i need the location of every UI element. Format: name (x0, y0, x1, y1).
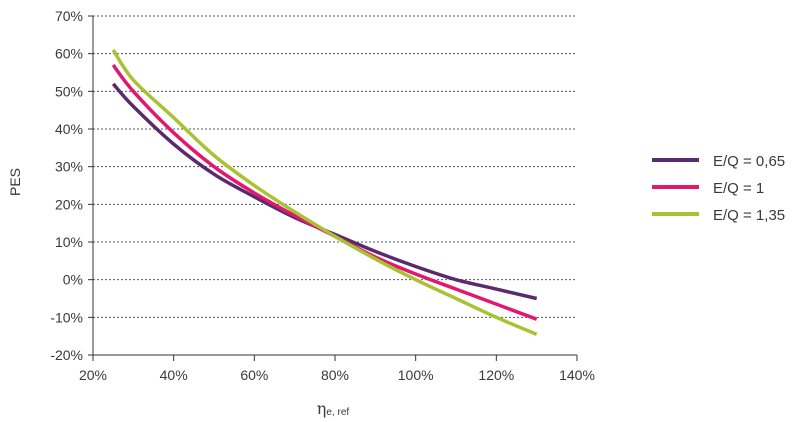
series-line-2 (111, 63, 538, 321)
series-lines (111, 48, 538, 336)
x-tick-label: 60% (240, 367, 268, 383)
grid-lines (93, 15, 577, 318)
x-tick-labels: 20% 40% 60% 80% 100% 120% 140% (79, 367, 595, 383)
y-tick-label: 10% (55, 234, 83, 250)
y-tick-label: 20% (55, 196, 83, 212)
x-tick-label: 100% (398, 367, 434, 383)
x-axis-title-sub: e, ref (326, 407, 349, 418)
series-line-1 (111, 82, 538, 301)
y-tick-label: 60% (55, 46, 83, 62)
x-tick-label: 120% (478, 367, 514, 383)
y-tick-label: 0% (63, 272, 83, 288)
legend: E/Q = 0,65 E/Q = 1 E/Q = 1,35 (652, 153, 785, 224)
legend-label-3: E/Q = 1,35 (713, 207, 785, 224)
x-tick-label: 20% (79, 367, 107, 383)
x-tick-label: 80% (321, 367, 349, 383)
x-tick-label: 140% (559, 367, 595, 383)
x-axis-title-main: η (317, 399, 327, 418)
x-tick-label: 40% (160, 367, 188, 383)
y-tick-label: 70% (55, 8, 83, 24)
legend-label-2: E/Q = 1 (713, 180, 764, 197)
legend-label-1: E/Q = 0,65 (713, 153, 785, 170)
series-line-3 (111, 48, 538, 336)
y-tick-label: -10% (50, 309, 83, 325)
y-tick-label: 40% (55, 121, 83, 137)
axes (88, 15, 578, 361)
x-axis-title: ηe, ref (317, 399, 350, 418)
y-tick-label: 50% (55, 83, 83, 99)
y-tick-labels: -20% -10% 0% 10% 20% 30% 40% 50% 60% 70% (50, 8, 83, 363)
y-axis-title: PES (7, 168, 23, 196)
y-tick-label: -20% (50, 347, 83, 363)
y-tick-label: 30% (55, 159, 83, 175)
